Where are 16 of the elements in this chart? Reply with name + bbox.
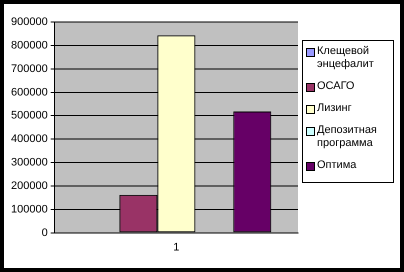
y-tick-label: 900000 <box>10 16 48 28</box>
y-tick-label: 700000 <box>10 62 48 75</box>
y-tick-label: 200000 <box>10 180 48 192</box>
legend-label: ОСАГО <box>317 80 354 93</box>
y-tick-label: 400000 <box>10 133 48 146</box>
y-tick-label: 600000 <box>10 86 48 98</box>
y-tick-label: 500000 <box>10 110 48 122</box>
y-tick-label: 800000 <box>10 39 48 52</box>
legend-label: Клещевой энцефалит <box>317 45 375 71</box>
y-tick-label: 100000 <box>10 203 48 216</box>
legend-label: Депозитная программа <box>317 124 378 150</box>
legend-label: Лизинг <box>317 102 352 115</box>
y-tick-label: 300000 <box>10 156 48 169</box>
x-tick-label: 1 <box>173 241 180 254</box>
legend-label: Оптима <box>317 159 356 172</box>
y-tick-label: 0 <box>42 226 48 239</box>
